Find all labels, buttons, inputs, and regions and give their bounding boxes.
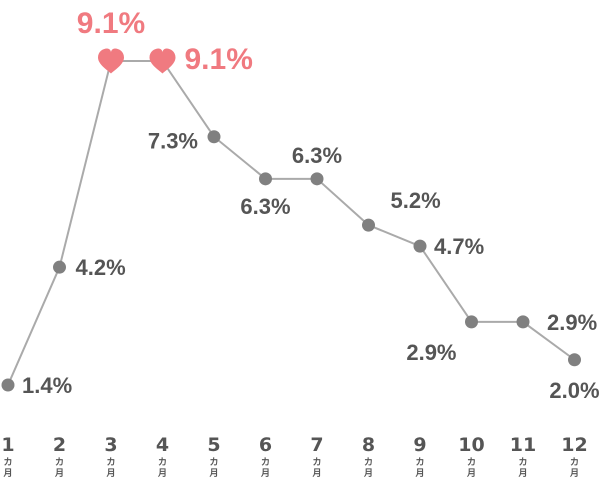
- data-label: 7.3%: [148, 129, 198, 154]
- data-point: [207, 130, 221, 144]
- x-tick-unit: カ月: [363, 457, 373, 479]
- data-label: 9.1%: [77, 7, 145, 40]
- data-label: 2.9%: [406, 340, 456, 365]
- x-tick-label: 11: [510, 434, 536, 456]
- data-point: [362, 218, 375, 232]
- data-label: 9.1%: [185, 43, 253, 76]
- x-tick-label: 8: [362, 434, 375, 456]
- data-label: 2.0%: [549, 378, 599, 403]
- x-tick-unit: カ月: [208, 457, 218, 479]
- data-point: [413, 239, 427, 253]
- data-label: 5.2%: [391, 188, 441, 213]
- x-tick-label: 9: [413, 434, 426, 456]
- x-tick-unit: カ月: [517, 457, 527, 479]
- x-tick-label: 7: [310, 434, 323, 456]
- x-tick-unit: カ月: [260, 457, 270, 479]
- data-label: 4.7%: [434, 234, 484, 259]
- data-point: [568, 353, 581, 367]
- series-line: [7, 60, 576, 386]
- data-labels: 1.4% 4.2% 9.1% 9.1% 7.3% 6.3% 6.3% 5.2% 4.7% 2.9%…: [22, 7, 600, 403]
- heart-icon: [149, 48, 176, 74]
- x-tick-label: 6: [259, 434, 272, 456]
- x-tick-unit: カ月: [414, 457, 424, 479]
- x-tick-label: 5: [207, 434, 220, 456]
- x-tick-unit: カ月: [466, 457, 476, 479]
- x-tick-unit: カ月: [569, 457, 579, 479]
- x-tick-unit: カ月: [311, 457, 321, 479]
- data-point: [516, 315, 530, 329]
- data-points: [1, 48, 581, 392]
- x-tick-unit: カ月: [157, 457, 167, 479]
- data-label: 4.2%: [76, 255, 126, 280]
- data-label: 2.9%: [547, 310, 597, 335]
- data-point: [465, 315, 478, 329]
- data-point: [259, 172, 272, 186]
- x-tick-label: 3: [104, 434, 117, 456]
- data-point: [1, 378, 15, 392]
- heart-icon: [98, 48, 124, 74]
- data-point: [310, 172, 324, 186]
- x-tick-label: 1: [1, 434, 14, 456]
- data-point: [53, 260, 66, 274]
- x-tick-label: 12: [561, 434, 587, 456]
- data-label: 1.4%: [22, 373, 72, 398]
- x-tick-unit: カ月: [2, 457, 12, 479]
- x-tick-label: 10: [458, 434, 484, 456]
- data-label: 6.3%: [240, 194, 290, 219]
- x-tick-label: 2: [53, 434, 66, 456]
- data-label: 6.3%: [292, 143, 342, 168]
- x-tick-unit: カ月: [105, 457, 115, 479]
- x-tick-label: 4: [156, 434, 169, 456]
- x-tick-unit: カ月: [54, 457, 64, 479]
